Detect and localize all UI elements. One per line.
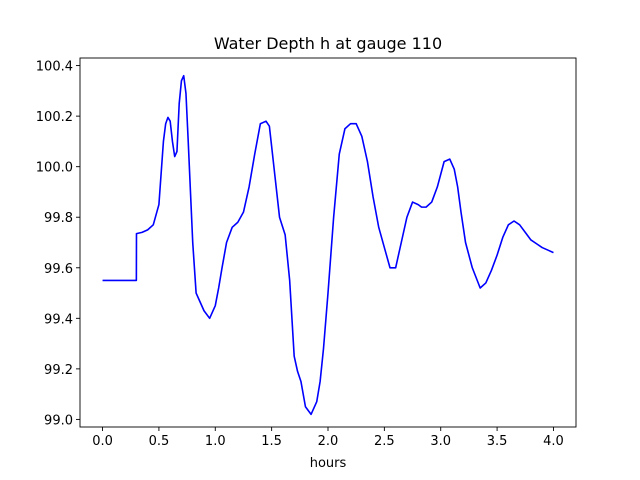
x-tick-label: 1.5 — [261, 434, 282, 449]
plot-area: 0.0 0.5 1.0 1.5 2.0 2.5 3.0 3.5 4.0 99.0 99.2 99.4 9… — [36, 57, 577, 449]
series-line-0 — [102, 74, 554, 416]
y-tick-label: 100.0 — [36, 161, 73, 176]
y-tick-label: 99.0 — [44, 413, 73, 428]
x-axis-label: hours — [310, 456, 347, 471]
x-tick-label: 1.0 — [205, 434, 226, 449]
x-tick-label: 4.0 — [543, 434, 564, 449]
x-tick-label: 0.5 — [149, 434, 170, 449]
y-tick-label: 100.4 — [36, 60, 73, 75]
y-tick-label: 99.6 — [44, 262, 73, 277]
x-tick-label: 2.0 — [318, 434, 339, 449]
chart-title: Water Depth h at gauge 110 — [214, 34, 442, 53]
y-tick-label: 99.2 — [44, 363, 73, 378]
x-tick-label: 3.5 — [487, 434, 508, 449]
x-tick-label: 0.0 — [92, 434, 113, 449]
x-tick-label: 3.0 — [430, 434, 451, 449]
x-tick-label: 2.5 — [374, 434, 395, 449]
y-tick-label: 100.2 — [36, 110, 73, 125]
y-tick-label: 99.8 — [44, 211, 73, 226]
y-tick-label: 99.4 — [44, 312, 73, 327]
